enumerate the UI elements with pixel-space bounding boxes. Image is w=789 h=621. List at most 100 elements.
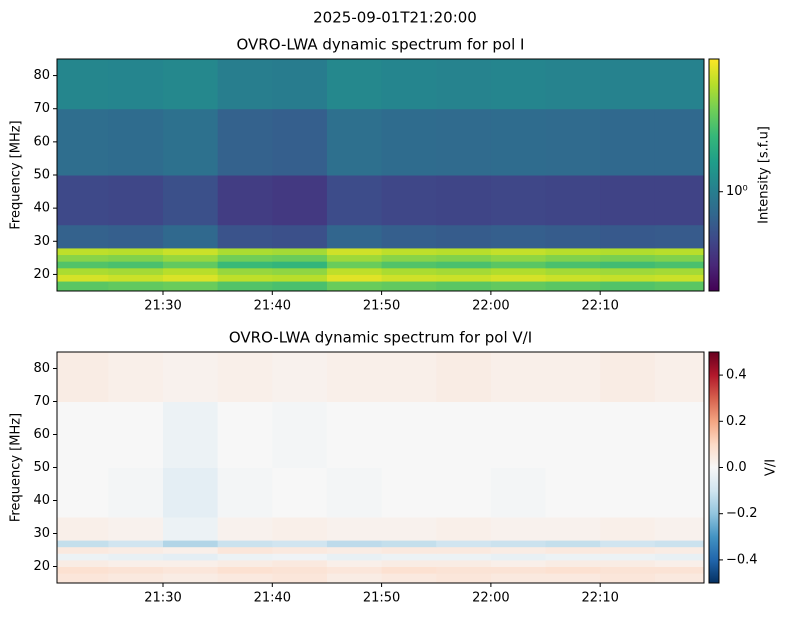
heatmap-cell	[381, 224, 437, 249]
x-tick-label: 21:30	[144, 299, 181, 314]
heatmap-cell	[600, 559, 656, 567]
heatmap-cell	[326, 267, 383, 275]
heatmap-cell	[490, 59, 547, 110]
colorbar-label: V/I	[764, 459, 779, 476]
heatmap-cell	[217, 59, 273, 110]
heatmap-cell	[163, 573, 219, 584]
heatmap-cell	[436, 267, 492, 275]
heatmap-cell	[600, 573, 656, 584]
heatmap-cell	[654, 224, 705, 249]
colorbar-tick-label: 0.2	[726, 414, 747, 429]
y-tick-label: 80	[33, 68, 50, 83]
heatmap-cell	[545, 274, 601, 282]
x-tick-label: 21:50	[363, 299, 400, 314]
heatmap-cell	[57, 566, 109, 574]
heatmap-cell	[490, 261, 547, 269]
heatmap-cell	[600, 274, 656, 282]
heatmap-cell	[545, 281, 601, 292]
heatmap-cell	[217, 546, 273, 554]
heatmap-cell	[326, 559, 383, 567]
heatmap-cell	[381, 267, 437, 275]
heatmap-cell	[600, 467, 656, 518]
heatmap-cell	[600, 267, 656, 275]
heatmap-cell	[217, 261, 273, 269]
heatmap-cell	[436, 540, 492, 548]
heatmap-cell	[272, 517, 328, 541]
heatmap-cell	[436, 559, 492, 567]
heatmap-cell	[326, 59, 383, 110]
heatmap-cell	[436, 261, 492, 269]
heatmap-cell	[490, 553, 547, 561]
heatmap-cell	[436, 254, 492, 262]
heatmap-cell	[545, 559, 601, 567]
heatmap-cell	[436, 573, 492, 584]
heatmap-cell	[600, 352, 656, 402]
heatmap-cell	[381, 247, 437, 256]
heatmap-cell	[217, 224, 273, 249]
x-tick-label: 22:10	[581, 299, 618, 314]
colorbar-tick-label: −0.4	[726, 552, 758, 567]
heatmap-cell	[654, 540, 705, 548]
heatmap-cell	[436, 467, 492, 518]
heatmap-cell	[381, 59, 437, 110]
colorbar-tick-label: 10⁰	[726, 184, 748, 199]
heatmap-cell	[381, 108, 437, 176]
heatmap-cell	[272, 559, 328, 567]
heatmap-cell	[163, 108, 219, 176]
heatmap-cell	[57, 401, 109, 468]
heatmap-cell	[600, 108, 656, 176]
heatmap-cell	[272, 401, 328, 468]
heatmap-cell	[381, 401, 437, 468]
heatmap-cell	[654, 352, 705, 402]
x-tick-label: 21:50	[363, 591, 400, 606]
heatmap-cell	[272, 540, 328, 548]
heatmap-cell	[436, 224, 492, 249]
heatmap-cell	[57, 274, 109, 282]
heatmap-cell	[600, 247, 656, 256]
heatmap-cell	[600, 517, 656, 541]
heatmap-cell	[436, 108, 492, 176]
y-axis-label: Frequency [MHz]	[9, 120, 24, 229]
heatmap-cell	[654, 59, 705, 110]
y-tick-label: 40	[33, 201, 50, 216]
heatmap-cell	[108, 559, 164, 567]
heatmap-cell	[381, 261, 437, 269]
heatmap-cell	[217, 401, 273, 468]
heatmap-cell	[654, 281, 705, 292]
heatmap-cell	[108, 546, 164, 554]
heatmap-cell	[545, 401, 601, 468]
heatmap-cell	[163, 566, 219, 574]
y-tick-label: 30	[33, 526, 50, 541]
heatmap-cell	[272, 352, 328, 402]
heatmap-cell	[272, 224, 328, 249]
y-tick-label: 30	[33, 234, 50, 249]
heatmap-cell	[163, 175, 219, 226]
heatmap-cell	[490, 267, 547, 275]
heatmap-cell	[381, 175, 437, 226]
y-tick-label: 80	[33, 361, 50, 376]
heatmap-cell	[326, 566, 383, 574]
heatmap-cell	[57, 254, 109, 262]
heatmap-cell	[381, 573, 437, 584]
heatmap-cell	[217, 267, 273, 275]
y-tick-label: 70	[33, 394, 50, 409]
axes-title: OVRO-LWA dynamic spectrum for pol V/I	[229, 329, 532, 347]
heatmap-cell	[600, 566, 656, 574]
heatmap-cell	[108, 261, 164, 269]
heatmap-cell	[108, 267, 164, 275]
heatmap-cell	[545, 59, 601, 110]
heatmap-cell	[381, 281, 437, 292]
heatmap-cell	[490, 175, 547, 226]
heatmap-cell	[600, 546, 656, 554]
heatmap-cell	[545, 261, 601, 269]
heatmap-cell	[326, 224, 383, 249]
heatmap-cell	[57, 553, 109, 561]
heatmap-cell	[108, 281, 164, 292]
heatmap-cell	[217, 254, 273, 262]
y-tick-label: 40	[33, 493, 50, 508]
heatmap-cell	[272, 573, 328, 584]
heatmap-cell	[326, 274, 383, 282]
heatmap-cell	[217, 247, 273, 256]
heatmap-cell	[57, 540, 109, 548]
heatmap-cell	[545, 108, 601, 176]
